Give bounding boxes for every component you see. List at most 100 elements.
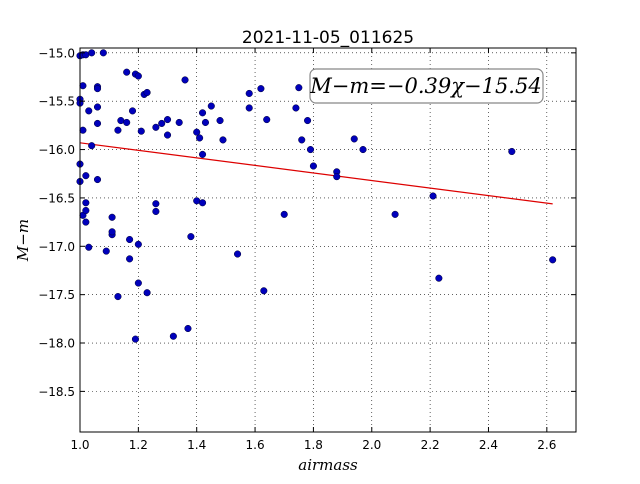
data-point bbox=[114, 293, 122, 301]
data-point bbox=[175, 118, 183, 127]
x-tick-label: 1.8 bbox=[304, 438, 323, 452]
y-tick-label: −16.5 bbox=[38, 191, 75, 205]
fit-line-layer bbox=[79, 142, 553, 205]
data-point bbox=[85, 243, 93, 251]
data-point bbox=[79, 126, 87, 134]
data-point bbox=[88, 142, 96, 150]
data-point bbox=[99, 49, 107, 57]
data-point bbox=[93, 85, 102, 93]
data-point bbox=[295, 84, 303, 92]
x-tick-label: 1.4 bbox=[187, 438, 206, 452]
data-point bbox=[143, 289, 151, 297]
x-tick-label: 2.2 bbox=[421, 438, 440, 452]
data-point bbox=[152, 207, 160, 216]
data-point bbox=[82, 199, 90, 207]
data-point bbox=[152, 123, 160, 131]
x-tick-label: 1.0 bbox=[70, 438, 89, 452]
data-point bbox=[333, 173, 341, 181]
data-point bbox=[163, 131, 172, 139]
fit-annotation-box: M−m=−0.39χ−15.54 bbox=[309, 68, 544, 104]
data-point bbox=[298, 136, 306, 144]
data-points bbox=[76, 49, 557, 343]
data-point bbox=[187, 233, 195, 241]
data-point bbox=[85, 107, 93, 115]
data-point bbox=[309, 162, 317, 170]
x-tick-label: 2.4 bbox=[479, 438, 498, 452]
data-point bbox=[134, 240, 142, 248]
y-tick-label: −17.5 bbox=[38, 288, 75, 302]
fit-line bbox=[79, 142, 553, 205]
chart-title: 2021-11-05_011625 bbox=[242, 28, 414, 48]
data-point bbox=[79, 82, 87, 90]
data-point bbox=[123, 118, 131, 127]
data-point bbox=[131, 335, 139, 343]
data-point bbox=[216, 116, 224, 125]
data-point bbox=[429, 192, 437, 200]
y-tick-label: −15.5 bbox=[38, 95, 75, 109]
y-axis-label: M−m bbox=[14, 219, 32, 262]
data-point bbox=[198, 109, 207, 117]
data-point bbox=[292, 104, 300, 112]
data-point bbox=[108, 228, 116, 236]
data-point bbox=[257, 85, 265, 93]
data-point bbox=[260, 287, 268, 295]
axis-ticks: 1.0 1.2 1.4 1.6 1.8 2.0 2.2 2.4 2.6 −15.0 −15.5 −16… bbox=[38, 46, 576, 452]
y-tick-label: −16.0 bbox=[38, 143, 75, 157]
x-tick-label: 2.6 bbox=[537, 438, 556, 452]
data-point bbox=[245, 104, 253, 112]
data-point bbox=[126, 235, 134, 244]
data-point bbox=[82, 172, 90, 180]
data-point bbox=[549, 256, 557, 264]
data-point bbox=[134, 72, 142, 80]
y-tick-label: −15.0 bbox=[38, 46, 75, 60]
x-tick-label: 1.2 bbox=[129, 438, 148, 452]
data-point bbox=[306, 146, 315, 154]
fit-annotation: M−m=−0.39χ−15.54 bbox=[309, 74, 541, 98]
data-point bbox=[88, 49, 96, 57]
data-point bbox=[304, 116, 312, 125]
data-point bbox=[128, 107, 137, 115]
data-point bbox=[359, 146, 367, 154]
x-tick-label: 1.6 bbox=[246, 438, 265, 452]
data-point bbox=[114, 126, 122, 134]
y-tick-label: −17.0 bbox=[38, 240, 75, 254]
y-tick-label: −18.5 bbox=[38, 385, 75, 399]
data-point bbox=[198, 199, 207, 207]
data-point bbox=[184, 324, 192, 333]
data-point bbox=[263, 116, 271, 124]
data-point bbox=[82, 206, 90, 215]
data-point bbox=[435, 274, 443, 282]
data-point bbox=[93, 103, 102, 111]
data-point bbox=[350, 135, 358, 143]
data-point bbox=[181, 76, 189, 84]
data-point bbox=[152, 200, 160, 208]
data-point bbox=[198, 150, 207, 158]
data-point bbox=[93, 175, 102, 184]
data-point bbox=[193, 128, 201, 136]
plot-frame bbox=[79, 47, 577, 433]
grid bbox=[79, 48, 576, 432]
data-point bbox=[508, 147, 516, 156]
data-point bbox=[93, 119, 102, 127]
x-axis-label: airmass bbox=[298, 456, 358, 474]
data-point bbox=[158, 119, 166, 127]
data-point bbox=[123, 68, 131, 76]
data-point bbox=[196, 134, 204, 142]
data-point bbox=[137, 127, 145, 135]
data-point bbox=[169, 332, 177, 340]
data-point bbox=[163, 116, 172, 124]
data-point bbox=[234, 250, 242, 258]
data-point bbox=[126, 255, 134, 263]
y-tick-label: −18.0 bbox=[38, 337, 75, 351]
data-point bbox=[82, 218, 90, 226]
data-point bbox=[207, 102, 215, 110]
data-point bbox=[134, 279, 142, 287]
x-tick-label: 2.0 bbox=[362, 438, 381, 452]
data-point bbox=[108, 213, 116, 221]
data-point bbox=[102, 247, 110, 255]
data-point bbox=[201, 118, 210, 127]
data-point bbox=[245, 89, 253, 98]
data-point bbox=[143, 88, 151, 97]
